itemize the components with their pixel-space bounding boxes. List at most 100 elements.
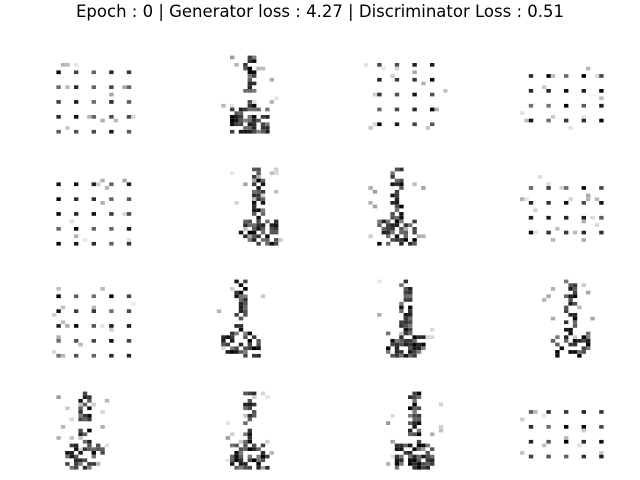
sample-pixel — [74, 353, 79, 358]
sample-pixel — [408, 241, 413, 246]
sample-pixel — [594, 197, 600, 201]
sample-panel — [216, 279, 266, 358]
sample-pixel — [412, 458, 417, 463]
sample-pixel — [568, 287, 573, 291]
sample-pixel — [581, 74, 586, 78]
sample-pixel — [581, 118, 586, 123]
sample-pixel — [256, 447, 261, 451]
sample-pixel — [243, 432, 248, 437]
sample-pixel — [564, 335, 569, 339]
sample-pixel — [78, 402, 83, 407]
sample-pixel — [581, 283, 586, 287]
sample-pixel — [381, 66, 386, 71]
sample-pixel — [520, 197, 525, 201]
sample-pixel — [74, 129, 79, 134]
sample-pixel — [230, 454, 235, 459]
sample-pixel — [56, 182, 61, 187]
sample-pixel — [56, 294, 61, 299]
sample-pixel — [390, 182, 395, 187]
sample-pixel — [568, 327, 573, 332]
sample-pixel — [546, 118, 551, 123]
sample-pixel — [399, 339, 404, 343]
sample-pixel — [386, 462, 391, 466]
sample-pixel — [234, 331, 239, 336]
sample-pixel — [408, 313, 413, 317]
sample-pixel — [408, 406, 413, 411]
sample-pixel — [65, 324, 70, 328]
sample-pixel — [65, 454, 70, 459]
sample-pixel — [74, 63, 79, 67]
sample-pixel — [403, 316, 408, 321]
sample-pixel — [430, 458, 435, 463]
sample-pixel — [91, 451, 96, 455]
sample-pixel — [377, 279, 382, 284]
sample-pixel — [243, 129, 248, 134]
sample-pixel — [82, 458, 88, 463]
sample-pixel — [399, 186, 404, 190]
sample-pixel — [238, 122, 244, 127]
sample-pixel — [265, 126, 270, 130]
sample-pixel — [399, 182, 404, 187]
sample-pixel — [577, 443, 582, 448]
sample-pixel — [408, 342, 413, 347]
sample-pixel — [247, 342, 252, 347]
sample-pixel — [256, 339, 261, 343]
sample-pixel — [564, 294, 569, 299]
sample-pixel — [247, 55, 252, 60]
sample-pixel — [74, 227, 79, 231]
sample-panel — [52, 287, 136, 358]
sample-pixel — [265, 122, 270, 127]
sample-pixel — [408, 421, 413, 425]
sample-pixel — [243, 402, 248, 407]
sample-pixel — [78, 406, 83, 411]
sample-pixel — [74, 465, 79, 470]
sample-pixel — [243, 313, 248, 317]
sample-pixel — [260, 458, 266, 463]
sample-pixel — [256, 178, 261, 183]
sample-pixel — [243, 182, 248, 187]
sample-pixel — [394, 66, 400, 71]
sample-pixel — [416, 391, 422, 396]
sample-pixel — [390, 227, 395, 231]
sample-pixel — [234, 279, 239, 284]
sample-pixel — [394, 353, 400, 358]
sample-pixel — [234, 294, 239, 299]
sample-pixel — [412, 462, 417, 466]
sample-pixel — [238, 447, 244, 451]
sample-pixel — [238, 118, 244, 123]
sample-pixel — [247, 118, 252, 123]
sample-pixel — [390, 212, 395, 216]
sample-pixel — [408, 350, 413, 354]
sample-pixel — [377, 122, 382, 127]
sample-pixel — [109, 324, 114, 328]
sample-pixel — [74, 197, 79, 201]
sample-pixel — [394, 107, 400, 112]
sample-pixel — [581, 454, 586, 459]
sample-pixel — [390, 454, 395, 459]
sample-pixel — [109, 339, 114, 343]
sample-pixel — [394, 454, 400, 459]
sample-pixel — [416, 395, 422, 399]
sample-pixel — [599, 74, 604, 78]
sample-pixel — [550, 316, 556, 321]
sample-pixel — [377, 63, 382, 67]
sample-pixel — [65, 85, 70, 89]
sample-pixel — [74, 458, 79, 463]
sample-pixel — [564, 320, 569, 325]
sample-pixel — [78, 410, 83, 414]
sample-pixel — [564, 230, 569, 235]
sample-pixel — [528, 454, 534, 459]
sample-pixel — [113, 118, 118, 123]
sample-pixel — [238, 439, 244, 444]
sample-pixel — [394, 447, 400, 451]
sample-pixel — [56, 227, 61, 231]
sample-pixel — [403, 227, 408, 231]
sample-pixel — [412, 465, 417, 470]
sample-pixel — [109, 327, 114, 332]
sample-pixel — [91, 100, 96, 104]
sample-pixel — [256, 171, 261, 175]
sample-pixel — [394, 92, 400, 97]
sample-pixel — [260, 193, 266, 198]
sample-pixel — [586, 339, 591, 343]
sample-pixel — [260, 66, 266, 71]
